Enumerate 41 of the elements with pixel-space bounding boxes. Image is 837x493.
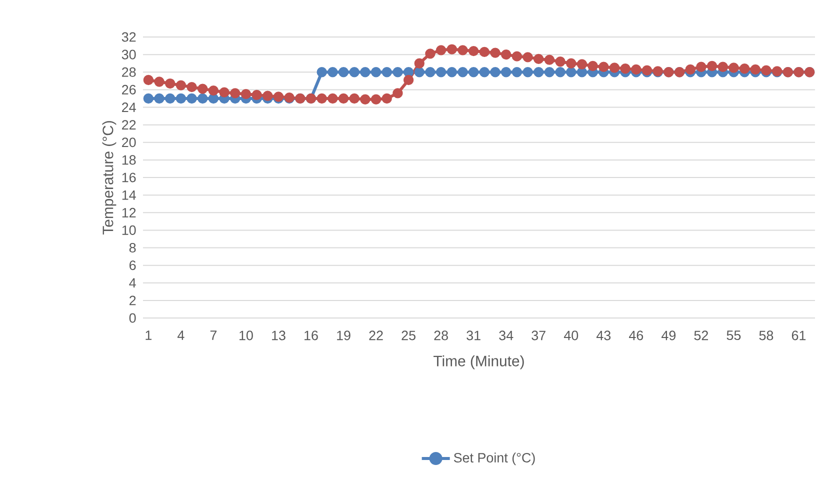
y-tick-label: 26 xyxy=(122,84,136,94)
x-tick-label: 31 xyxy=(466,330,480,340)
y-tick-label: 0 xyxy=(129,313,136,323)
x-tick-label: 4 xyxy=(178,330,184,340)
x-tick-label: 19 xyxy=(337,330,350,340)
x-tick-label: 10 xyxy=(240,330,253,340)
y-tick-label: 32 xyxy=(122,32,136,42)
legend-label: Set Point (°C) xyxy=(454,452,535,466)
x-tick-label: 7 xyxy=(210,330,217,340)
y-tick-label: 24 xyxy=(122,102,136,112)
y-tick-label: 30 xyxy=(122,50,136,60)
x-tick-label: 16 xyxy=(304,330,318,340)
x-tick-label: 22 xyxy=(369,330,383,340)
x-tick-label: 40 xyxy=(564,330,578,340)
y-tick-label: 6 xyxy=(130,260,136,270)
x-tick-label: 55 xyxy=(726,330,741,340)
x-tick-label: 61 xyxy=(792,330,806,340)
y-tick-label: 18 xyxy=(122,155,136,165)
x-tick-label: 52 xyxy=(694,330,708,340)
x-tick-label: 58 xyxy=(759,330,774,340)
y-tick-label: 16 xyxy=(122,172,136,182)
x-axis-title: Time (Minute) xyxy=(434,355,524,370)
x-tick-label: 43 xyxy=(596,330,611,340)
x-tick-label: 49 xyxy=(662,330,676,340)
y-tick-label: 10 xyxy=(122,225,136,235)
y-tick-label: 22 xyxy=(122,120,136,130)
x-tick-label: 34 xyxy=(499,330,514,340)
y-tick-label: 12 xyxy=(122,208,136,218)
x-tick-label: 13 xyxy=(272,330,286,340)
x-tick-label: 1 xyxy=(146,330,152,340)
y-tick-label: 4 xyxy=(129,278,136,288)
x-tick-label: 46 xyxy=(628,330,644,340)
x-tick-label: 28 xyxy=(434,330,448,340)
x-tick-label: 37 xyxy=(532,330,546,340)
x-tick-label: 25 xyxy=(402,330,416,340)
y-tick-label: 28 xyxy=(122,67,136,77)
y-tick-label: 8 xyxy=(129,242,136,253)
y-tick-label: 14 xyxy=(122,190,136,200)
y-tick-label: 20 xyxy=(122,138,136,148)
y-tick-label: 2 xyxy=(130,296,136,306)
y-axis-title: Temperature (°C) xyxy=(102,121,116,235)
